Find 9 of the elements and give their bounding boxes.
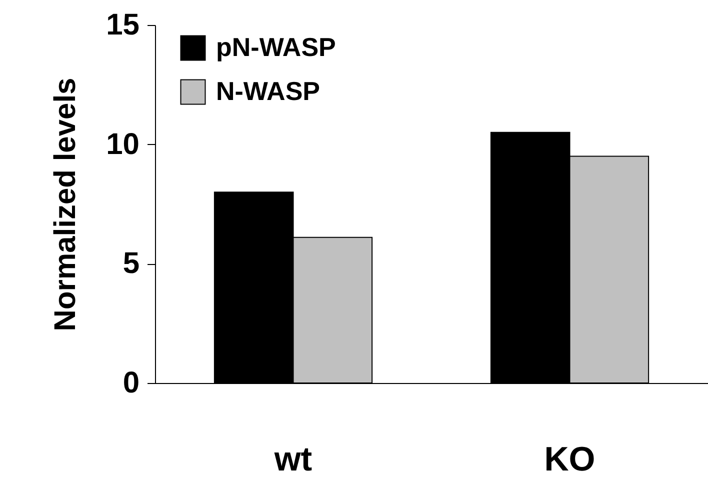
y-tick-label: 0 [122,366,140,400]
x-tick-label: wt [273,440,312,478]
legend-label: N-WASP [216,76,320,106]
y-tick-label: 15 [106,8,140,42]
legend-label: pN-WASP [216,32,336,62]
y-tick-label: 5 [122,247,140,280]
y-tick-label: 10 [106,128,140,161]
y-axis-title: Normalized levels [49,78,82,332]
x-tick-label: KO [544,440,596,478]
